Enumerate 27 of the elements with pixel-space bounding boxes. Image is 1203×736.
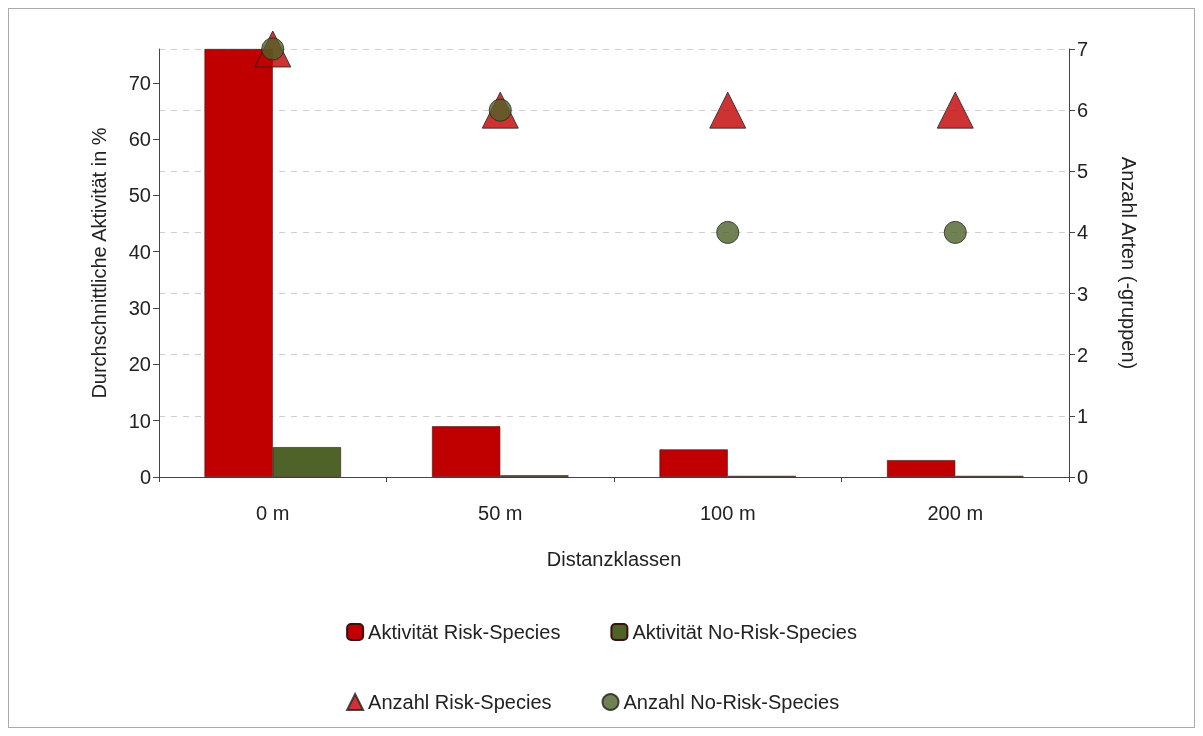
y-tick-label: 40 xyxy=(128,240,151,263)
y-tick-label: 0 xyxy=(139,466,151,488)
legend-label: Anzahl Risk-Species xyxy=(368,691,552,713)
x-tick-label: 0 m xyxy=(256,502,290,524)
y-tick-label: 70 xyxy=(128,71,151,94)
y2-tick-label: 2 xyxy=(1077,343,1089,366)
y-axis-title: Durchschnittliche Aktivität in % xyxy=(88,127,110,399)
y2-tick-label: 5 xyxy=(1077,160,1089,183)
legend-label: Aktivität No-Risk-Species xyxy=(632,621,857,643)
y2-tick-label: 1 xyxy=(1077,404,1089,427)
y2-tick-label: 4 xyxy=(1077,221,1089,244)
y-tick-label: 30 xyxy=(128,297,151,320)
x-axis-title: Distanzklassen xyxy=(546,548,682,570)
y2-tick-label: 7 xyxy=(1077,38,1089,60)
x-tick-label: 50 m xyxy=(478,502,523,524)
y2-tick-label: 0 xyxy=(1077,466,1089,488)
x-tick-label: 200 m xyxy=(927,502,984,524)
y2-tick-label: 6 xyxy=(1077,99,1089,122)
x-tick-label: 100 m xyxy=(699,502,756,524)
y-tick-label: 50 xyxy=(128,184,151,207)
y-tick-label: 60 xyxy=(128,128,151,151)
y2-tick-label: 3 xyxy=(1077,282,1089,305)
y2-axis-title: Anzahl Arten (-gruppen) xyxy=(1118,156,1140,370)
y-tick-label: 10 xyxy=(128,409,151,432)
legend-label: Aktivität Risk-Species xyxy=(368,621,561,643)
legend-label: Anzahl No-Risk-Species xyxy=(623,691,840,713)
y-tick-label: 20 xyxy=(128,353,151,376)
